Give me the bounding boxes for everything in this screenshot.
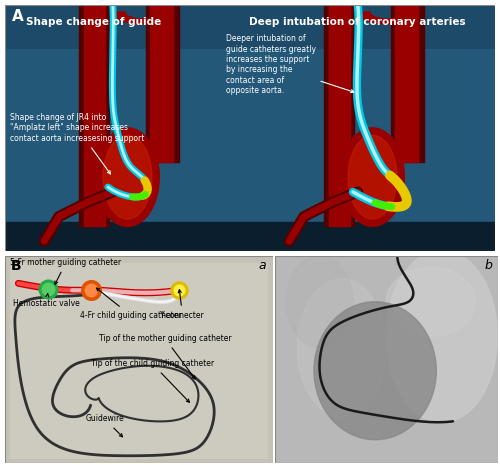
Polygon shape xyxy=(79,5,108,226)
Text: B: B xyxy=(10,259,21,273)
Text: Deeper intubation of
guide catheters greatly
increases the support
by increasing: Deeper intubation of guide catheters gre… xyxy=(226,34,354,95)
Bar xyxy=(5,221,495,251)
Polygon shape xyxy=(396,5,418,162)
Point xyxy=(44,286,52,293)
Bar xyxy=(275,256,498,463)
Point xyxy=(44,286,52,293)
Text: a: a xyxy=(258,259,266,272)
Polygon shape xyxy=(84,5,104,226)
Text: Guidewire: Guidewire xyxy=(85,414,124,437)
Point xyxy=(86,286,94,294)
Bar xyxy=(5,5,495,251)
Polygon shape xyxy=(150,5,174,162)
Text: Deep intubation of coronary arteries: Deep intubation of coronary arteries xyxy=(250,17,466,27)
Text: 5-Fr mother guiding catheter: 5-Fr mother guiding catheter xyxy=(10,258,122,284)
Polygon shape xyxy=(330,5,349,226)
Ellipse shape xyxy=(340,128,404,226)
Ellipse shape xyxy=(386,267,476,336)
Text: Y-connecter: Y-connecter xyxy=(160,290,205,320)
Text: Shape change of guide: Shape change of guide xyxy=(26,17,161,27)
Polygon shape xyxy=(146,5,178,162)
Ellipse shape xyxy=(314,302,436,440)
Ellipse shape xyxy=(297,279,386,417)
Text: A: A xyxy=(12,8,24,24)
Polygon shape xyxy=(392,5,424,162)
Ellipse shape xyxy=(103,135,152,219)
Polygon shape xyxy=(113,12,172,24)
Ellipse shape xyxy=(348,135,397,219)
Bar xyxy=(5,256,272,463)
Text: Tip of the child guiding catheter: Tip of the child guiding catheter xyxy=(90,359,214,402)
Text: Shape change of JR4 into
"Amplatz left" shape increases
contact aorta increasesi: Shape change of JR4 into "Amplatz left" … xyxy=(10,113,144,174)
Ellipse shape xyxy=(386,250,498,422)
Text: b: b xyxy=(484,259,492,272)
Point xyxy=(86,286,94,294)
Point xyxy=(175,286,183,294)
Text: 4-Fr child guiding catheter: 4-Fr child guiding catheter xyxy=(80,288,182,320)
Polygon shape xyxy=(324,5,354,226)
Ellipse shape xyxy=(96,128,160,226)
Ellipse shape xyxy=(286,256,353,348)
Polygon shape xyxy=(358,12,416,24)
Point xyxy=(175,286,183,294)
Text: Hemostatic valve: Hemostatic valve xyxy=(13,293,80,308)
Bar xyxy=(5,49,495,221)
Text: Tip of the mother guiding catheter: Tip of the mother guiding catheter xyxy=(98,334,231,379)
